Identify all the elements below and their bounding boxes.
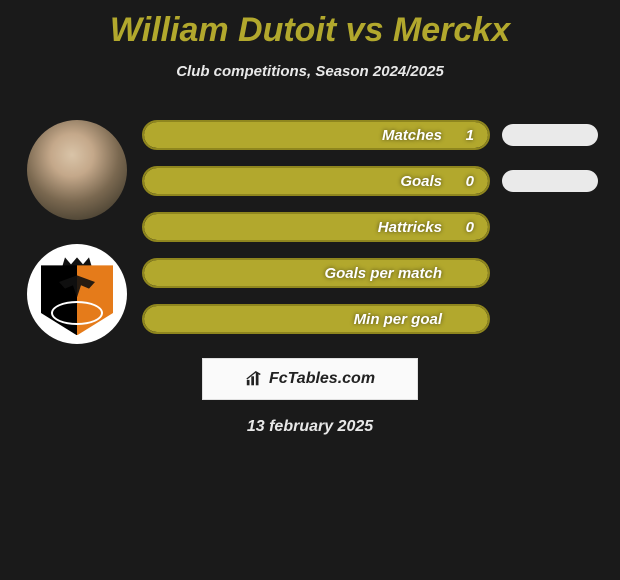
- stat-row: Hattricks 0: [142, 212, 598, 242]
- comparison-pill: [502, 170, 598, 192]
- stat-row: Goals per match: [142, 258, 598, 288]
- stat-bar: Matches 1: [142, 120, 490, 150]
- page-root: William Dutoit vs Merckx Club competitio…: [0, 0, 620, 444]
- club-crest-icon: [41, 253, 113, 335]
- stat-label: Matches: [144, 127, 442, 144]
- stat-value: 0: [466, 173, 474, 190]
- content: Matches 1 Goals 0 Hattricks 0 Goals per match M…: [12, 120, 608, 344]
- stat-value: 0: [466, 219, 474, 236]
- stat-row: Matches 1: [142, 120, 598, 150]
- stat-bar: Goals per match: [142, 258, 490, 288]
- avatars-column: [12, 120, 142, 344]
- stat-label: Min per goal: [144, 311, 442, 328]
- stat-label: Goals: [144, 173, 442, 190]
- comparison-pill: [502, 124, 598, 146]
- stat-value: 1: [466, 127, 474, 144]
- stat-label: Goals per match: [144, 265, 442, 282]
- watermark: FcTables.com: [202, 358, 418, 400]
- stat-bar: Goals 0: [142, 166, 490, 196]
- page-title: William Dutoit vs Merckx: [110, 12, 510, 49]
- club-avatar: [27, 244, 127, 344]
- stat-row: Goals 0: [142, 166, 598, 196]
- watermark-text: FcTables.com: [269, 370, 375, 388]
- stat-row: Min per goal: [142, 304, 598, 334]
- chart-bars-icon: [245, 370, 263, 388]
- player-avatar: [27, 120, 127, 220]
- date-text: 13 february 2025: [247, 418, 373, 436]
- stat-label: Hattricks: [144, 219, 442, 236]
- page-subtitle: Club competitions, Season 2024/2025: [176, 63, 444, 80]
- stat-bar: Min per goal: [142, 304, 490, 334]
- stats-bars: Matches 1 Goals 0 Hattricks 0 Goals per match M…: [142, 120, 608, 344]
- stat-bar: Hattricks 0: [142, 212, 490, 242]
